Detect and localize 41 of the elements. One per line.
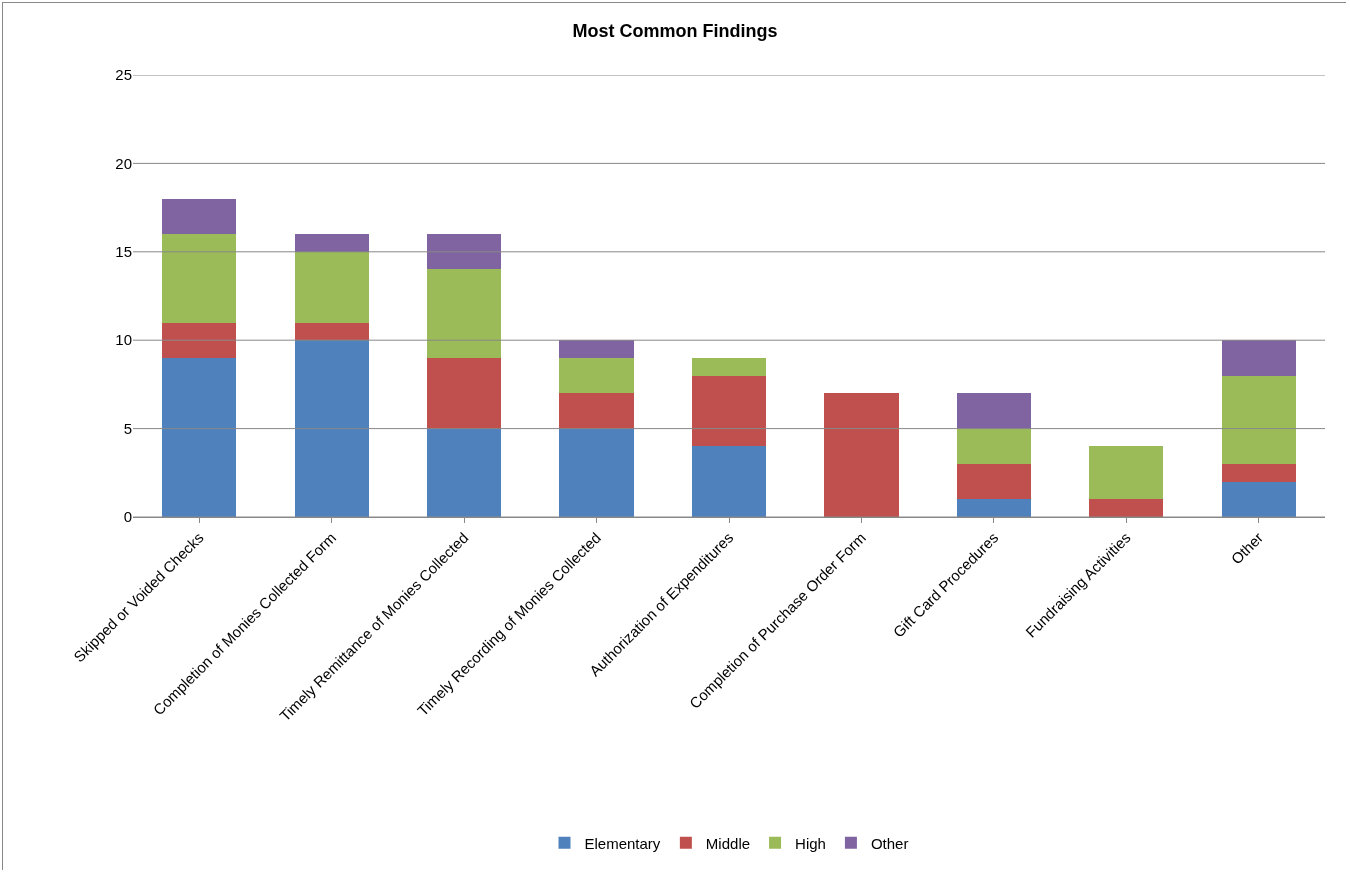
legend-label: High [795,834,826,852]
bar [824,393,899,517]
bar [1221,481,1296,517]
bar [427,234,502,270]
legend-label: Middle [705,834,751,852]
bar [956,463,1031,500]
bar [691,357,767,376]
y-tick-label: 20 [115,154,132,172]
bar [1221,340,1296,376]
bar [162,322,237,358]
y-tick-label: 25 [115,66,132,84]
y-tick-label: 5 [123,419,132,437]
bar [162,234,237,323]
bar [1221,375,1296,464]
bar [559,393,634,429]
bar [956,393,1031,429]
bar [162,198,237,235]
legend-label: Other [870,834,909,852]
bar [559,357,634,394]
bar [427,428,502,517]
bar [294,322,369,341]
legend-label: Elementary [584,834,661,852]
bar [294,234,369,252]
y-tick-label: 15 [115,243,132,261]
bar [956,499,1031,517]
bar [559,340,634,358]
bar [559,428,634,517]
chart-title: Most Common Findings [572,21,778,42]
bar [162,357,237,517]
bar [294,251,369,323]
y-tick-label: 10 [115,331,132,349]
bar [691,446,767,517]
bar [956,428,1031,464]
bar [691,375,767,447]
bar [1089,446,1164,500]
bar [1221,463,1296,482]
bar [427,357,502,429]
bar [1089,499,1164,517]
y-tick-label: 0 [123,508,132,526]
bar [427,269,502,358]
bar [294,340,369,517]
